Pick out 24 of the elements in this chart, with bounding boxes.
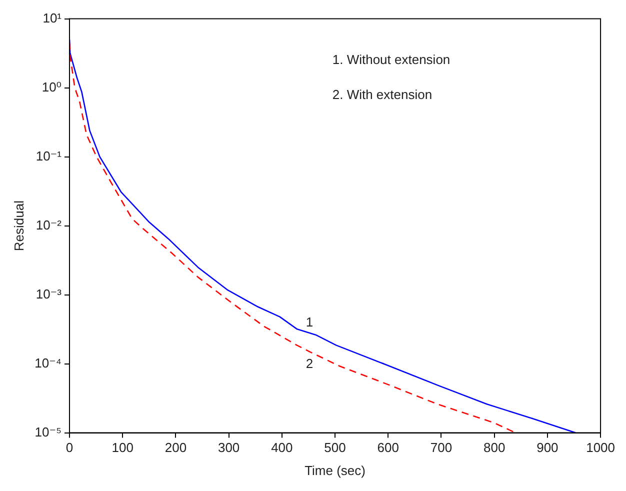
x-tick-label: 200 (164, 440, 187, 456)
annotation: 1. Without extension (332, 52, 450, 67)
x-tick-label: 900 (536, 440, 558, 456)
y-tick-label: 10⁻² (36, 217, 62, 232)
y-tick-label: 10¹ (42, 10, 62, 26)
annotation: 1 (306, 314, 314, 330)
x-tick-label: 500 (324, 440, 346, 456)
y-tick-label: 10⁻³ (36, 286, 62, 302)
x-tick-label: 0 (66, 440, 74, 456)
x-tick-label: 1000 (586, 440, 615, 456)
y-tick-label: 10⁰ (42, 79, 62, 94)
x-tick-label: 300 (218, 440, 240, 456)
x-tick-label: 100 (112, 440, 134, 456)
y-tick-label: 10⁻⁵ (34, 424, 62, 440)
y-axis-title: Residual (11, 200, 26, 252)
x-tick-label: 700 (430, 440, 452, 456)
x-tick-label: 800 (483, 440, 506, 456)
y-tick-label: 10⁻¹ (36, 148, 62, 164)
x-tick-label: 400 (271, 440, 293, 456)
annotation: 2 (306, 356, 314, 372)
x-tick-label: 600 (377, 440, 399, 456)
x-axis-title: Time (sec) (304, 462, 366, 478)
y-tick-label: 10⁻⁴ (34, 355, 62, 370)
annotation: 2. With extension (332, 86, 432, 102)
